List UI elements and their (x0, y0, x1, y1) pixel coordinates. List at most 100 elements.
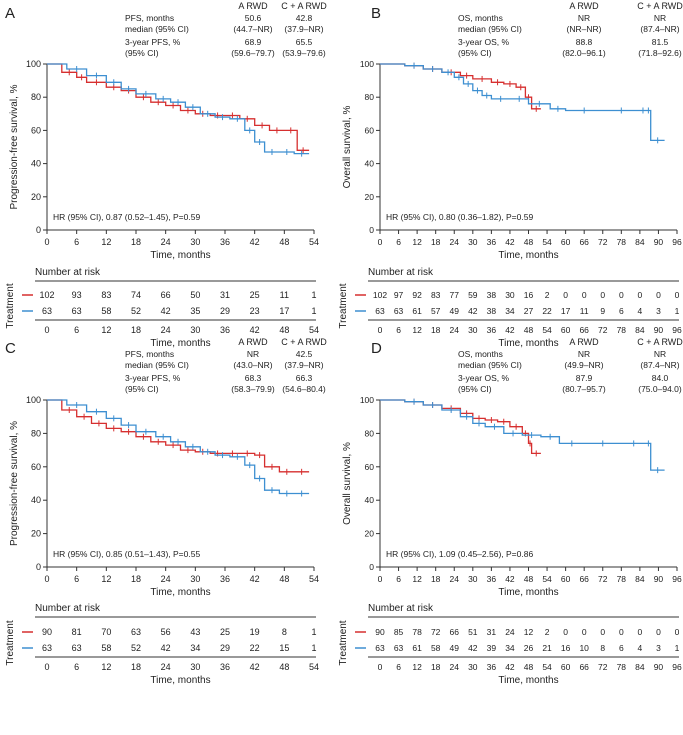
stat-ci-a-rwd: (43.0–NR) (233, 360, 272, 370)
risk-count-a-rwd: 11 (280, 290, 289, 300)
x-tick-label: 72 (598, 574, 608, 584)
risk-count-a-rwd: 2 (545, 627, 550, 637)
risk-count-a-rwd: 0 (675, 627, 680, 637)
risk-count-ca-rwd: 38 (487, 306, 497, 316)
y-axis-label: Progression-free survival, % (9, 84, 20, 209)
risk-count-a-rwd: 43 (190, 627, 200, 637)
risk-x-tick-label: 12 (412, 325, 422, 335)
risk-count-a-rwd: 1 (311, 627, 316, 637)
series-ca-rwd-line (47, 63, 310, 155)
x-tick-label: 72 (598, 237, 608, 247)
risk-count-ca-rwd: 16 (561, 643, 571, 653)
risk-count-a-rwd: 83 (431, 290, 441, 300)
hr-annotation: HR (95% CI), 0.80 (0.36–1.82), P=0.59 (386, 212, 533, 222)
x-tick-label: 48 (279, 237, 289, 247)
risk-x-tick-label: 84 (635, 662, 645, 672)
stat-value-a-rwd: NR (578, 349, 590, 359)
y-tick-label: 80 (365, 428, 375, 438)
legend-header-ca-rwd: C + A RWD (637, 337, 683, 347)
risk-count-a-rwd: 92 (412, 290, 422, 300)
risk-table-side-label: Treatment (338, 620, 349, 665)
legend-header-ca-rwd: C + A RWD (281, 1, 327, 11)
panel-letter: B (371, 5, 381, 22)
risk-x-tick-label: 0 (378, 325, 383, 335)
x-tick-label: 66 (579, 237, 589, 247)
risk-x-tick-label: 60 (561, 662, 571, 672)
risk-count-ca-rwd: 4 (638, 306, 643, 316)
risk-x-tick-label: 48 (524, 325, 534, 335)
x-tick-label: 24 (161, 574, 171, 584)
hr-annotation: HR (95% CI), 0.85 (0.51–1.43), P=0.55 (53, 549, 200, 559)
risk-count-ca-rwd: 63 (42, 643, 52, 653)
x-tick-label: 84 (635, 574, 645, 584)
stat-ci-a-rwd: (82.0–96.1) (562, 48, 606, 58)
risk-count-ca-rwd: 29 (220, 306, 230, 316)
y-tick-label: 60 (31, 125, 41, 135)
risk-count-a-rwd: 74 (131, 290, 141, 300)
x-tick-label: 30 (190, 574, 200, 584)
risk-count-ca-rwd: 4 (638, 643, 643, 653)
risk-count-a-rwd: 50 (190, 290, 200, 300)
risk-count-ca-rwd: 63 (42, 306, 52, 316)
risk-count-ca-rwd: 1 (675, 643, 680, 653)
risk-count-ca-rwd: 63 (394, 306, 404, 316)
x-tick-label: 96 (672, 237, 682, 247)
risk-x-axis-label: Time, months (150, 338, 210, 349)
y-tick-label: 100 (360, 395, 374, 405)
risk-count-a-rwd: 0 (638, 627, 643, 637)
x-tick-label: 0 (378, 237, 383, 247)
stat-ci-a-rwd: (80.7–95.7) (562, 384, 606, 394)
x-tick-label: 0 (378, 574, 383, 584)
y-tick-label: 20 (31, 529, 41, 539)
risk-x-tick-label: 54 (542, 325, 552, 335)
x-tick-label: 24 (161, 237, 171, 247)
risk-x-tick-label: 24 (450, 325, 460, 335)
risk-count-a-rwd: 102 (373, 290, 387, 300)
risk-x-tick-label: 36 (220, 662, 230, 672)
stat-label: (95% CI) (125, 384, 159, 394)
stat-value-a-rwd: 87.9 (576, 373, 593, 383)
risk-count-a-rwd: 0 (619, 290, 624, 300)
risk-count-ca-rwd: 3 (656, 643, 661, 653)
risk-x-tick-label: 18 (131, 662, 141, 672)
x-tick-label: 42 (250, 574, 260, 584)
x-tick-label: 84 (635, 237, 645, 247)
stat-value-a-rwd: 50.6 (245, 13, 262, 23)
stat-label: 3-year OS, % (458, 373, 509, 383)
risk-x-tick-label: 18 (431, 325, 441, 335)
x-tick-label: 42 (250, 237, 260, 247)
x-tick-label: 66 (579, 574, 589, 584)
risk-x-tick-label: 42 (250, 662, 260, 672)
risk-x-tick-label: 36 (487, 325, 497, 335)
risk-count-a-rwd: 93 (72, 290, 82, 300)
risk-x-tick-label: 0 (44, 325, 49, 335)
risk-count-ca-rwd: 21 (542, 643, 552, 653)
stat-value-a-rwd: NR (247, 349, 259, 359)
stat-value-ca-rwd: 42.5 (296, 349, 313, 359)
risk-count-ca-rwd: 1 (311, 306, 316, 316)
series-a-rwd-line (47, 63, 310, 151)
y-tick-label: 100 (360, 59, 374, 69)
risk-x-tick-label: 78 (617, 325, 627, 335)
risk-x-tick-label: 36 (487, 662, 497, 672)
stat-ci-ca-rwd: (75.0–94.0) (638, 384, 682, 394)
risk-count-ca-rwd: 63 (72, 643, 82, 653)
risk-x-tick-label: 72 (598, 325, 608, 335)
panel-letter: C (5, 340, 16, 357)
x-tick-label: 30 (190, 237, 200, 247)
y-tick-label: 40 (31, 159, 41, 169)
risk-count-ca-rwd: 1 (675, 306, 680, 316)
risk-x-tick-label: 30 (190, 325, 200, 335)
y-tick-label: 40 (365, 495, 375, 505)
risk-count-a-rwd: 0 (619, 627, 624, 637)
risk-x-tick-label: 6 (74, 662, 79, 672)
x-axis-label: Time, months (498, 250, 558, 261)
x-tick-label: 18 (131, 237, 141, 247)
risk-count-ca-rwd: 26 (524, 643, 534, 653)
x-tick-label: 18 (431, 574, 441, 584)
risk-count-a-rwd: 2 (545, 290, 550, 300)
risk-table-side-label: Treatment (338, 283, 349, 328)
risk-x-tick-label: 96 (672, 325, 682, 335)
x-axis-label: Time, months (498, 587, 558, 598)
risk-count-ca-rwd: 58 (101, 306, 111, 316)
